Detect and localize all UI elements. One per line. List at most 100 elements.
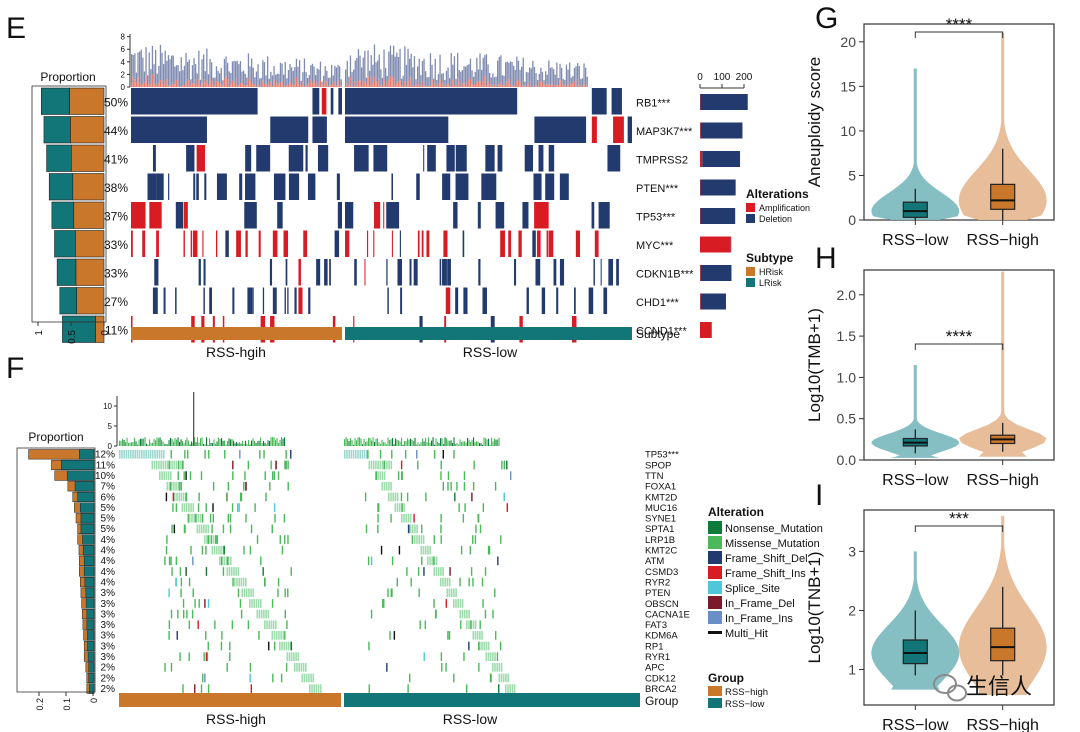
top-bar — [122, 438, 124, 446]
mutation-cell — [138, 450, 141, 459]
mutation-cell — [280, 631, 282, 640]
top-bar — [490, 77, 492, 85]
top-bar — [188, 59, 190, 81]
mutation-cell — [225, 556, 228, 566]
top-bar — [210, 442, 212, 446]
top-bar-amp — [254, 83, 256, 87]
mutation-cell — [155, 460, 158, 470]
proportion-lrisk — [46, 144, 72, 172]
mutation-cell — [411, 535, 414, 544]
mutation-cell — [288, 652, 291, 661]
top-bar — [187, 61, 189, 80]
mutation-cell — [293, 652, 295, 661]
mutation-cell — [239, 492, 242, 502]
top-bar — [452, 442, 454, 446]
mutation-cell — [260, 609, 263, 619]
top-bar — [158, 438, 160, 446]
mutation-cell — [178, 481, 181, 491]
top-bar — [172, 55, 174, 85]
alteration-cell — [445, 287, 451, 314]
top-bar — [389, 45, 392, 76]
top-bar — [128, 443, 130, 446]
top-bar-amp — [230, 84, 232, 87]
top-bar-amp — [413, 86, 416, 87]
row-percent: 5% — [101, 524, 116, 535]
gene-label: PTEN — [645, 588, 670, 599]
top-bar — [413, 440, 415, 446]
top-bar-amp — [279, 82, 282, 87]
mutation-cell — [487, 641, 490, 651]
mutation-cell — [266, 620, 268, 630]
proportion-hrisk — [73, 201, 105, 229]
top-bar — [191, 65, 194, 84]
top-bar — [162, 441, 164, 446]
mutation-cell — [447, 471, 450, 480]
alteration-cell — [591, 88, 607, 115]
mutation-cell — [269, 481, 271, 491]
y-tick-label: 2.0 — [837, 287, 857, 303]
mutation-cell — [256, 609, 259, 619]
top-bar — [393, 45, 395, 78]
mutation-cell — [164, 460, 167, 470]
top-bar — [431, 440, 433, 446]
mutation-cell — [377, 513, 379, 523]
top-bar — [381, 439, 383, 446]
top-bar-amp — [311, 83, 314, 87]
mutation-cell — [182, 492, 185, 502]
mutation-cell — [177, 460, 180, 470]
mutation-cell — [282, 631, 285, 640]
legend-label: Amplification — [759, 203, 810, 213]
mutation-cell — [205, 545, 207, 555]
legend-swatch — [708, 551, 722, 564]
y-tick-label: 20 — [840, 34, 856, 50]
alteration-cell — [591, 116, 597, 143]
mutation-cell — [235, 567, 237, 576]
mutation-cell — [198, 599, 200, 608]
alteration-cell — [455, 173, 469, 200]
mutation-cell — [216, 535, 218, 544]
proportion-low — [84, 577, 95, 588]
top-bar — [310, 65, 312, 80]
mutation-cell — [164, 556, 166, 566]
top-bar-amp — [585, 85, 587, 87]
mutation-cell — [346, 450, 348, 459]
top-bar-amp — [527, 84, 529, 87]
annotation-lrisk — [345, 327, 632, 340]
top-bar-amp — [199, 85, 202, 87]
mutation-cell — [489, 673, 492, 683]
top-bar — [279, 439, 281, 446]
x-tick-label: RSS−high — [966, 232, 1039, 249]
top-bar — [209, 59, 211, 79]
top-bar — [506, 61, 508, 82]
top-bar-amp — [267, 83, 269, 87]
top-bar — [168, 440, 170, 446]
mutation-cell — [277, 577, 280, 587]
row-percent: 38% — [104, 181, 128, 195]
mutation-cell — [230, 567, 233, 576]
top-bar-amp — [429, 85, 432, 87]
count-bar-del — [700, 208, 736, 224]
mutation-cell — [484, 609, 487, 619]
mutation-cell — [243, 588, 246, 598]
legend-swatch — [708, 521, 722, 534]
top-bar — [411, 439, 413, 446]
mutation-cell — [357, 450, 359, 459]
top-bar — [429, 53, 432, 86]
legend-swatch — [708, 611, 722, 624]
top-bar-amp — [172, 84, 174, 87]
top-bar — [142, 57, 144, 85]
mutation-cell — [183, 471, 185, 480]
top-bar — [213, 439, 215, 446]
top-bar-amp — [546, 83, 548, 87]
top-bar — [573, 67, 576, 82]
mutation-cell — [479, 620, 481, 630]
mutation-cell — [192, 503, 195, 512]
alteration-cell — [329, 259, 331, 286]
top-bar — [410, 438, 412, 446]
mutation-cell — [237, 588, 240, 598]
top-bar — [270, 437, 272, 446]
top-bar-amp — [252, 83, 254, 87]
row-percent: 2% — [101, 684, 116, 695]
mutation-cell — [361, 450, 364, 459]
top-bar — [418, 58, 420, 85]
